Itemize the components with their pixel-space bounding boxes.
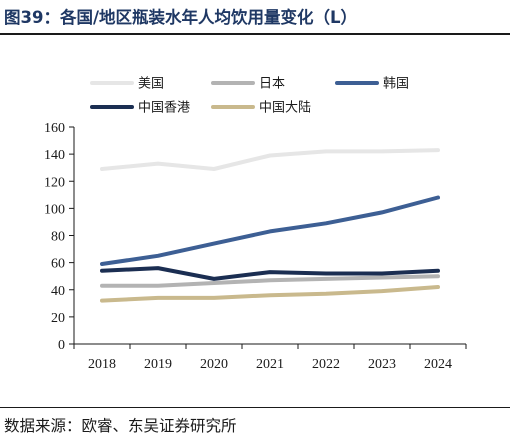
x-tick-label: 2019	[144, 357, 172, 372]
y-tick-label: 40	[51, 284, 65, 299]
x-tick-label: 2022	[312, 357, 340, 372]
y-tick-label: 80	[51, 230, 65, 245]
legend-label: 中国大陆	[259, 100, 311, 116]
source-divider	[0, 407, 510, 408]
legend-label: 美国	[138, 77, 164, 92]
legend-label: 中国香港	[138, 101, 190, 116]
y-tick-label: 140	[44, 148, 65, 163]
x-tick-label: 2018	[88, 357, 116, 372]
x-tick-label: 2020	[200, 357, 228, 372]
x-tick-label: 2021	[256, 357, 284, 372]
y-tick-label: 120	[44, 175, 65, 190]
figure-title: 图39：各国/地区瓶装水年人均饮用量变化（L）	[4, 8, 358, 27]
title-divider	[0, 33, 510, 35]
legend-label: 韩国	[383, 77, 409, 92]
series-line-5	[100, 285, 440, 303]
series-line-4	[100, 266, 440, 281]
series-line-1	[100, 148, 440, 171]
y-tick-label: 100	[44, 202, 65, 217]
y-tick-label: 160	[44, 121, 65, 136]
y-tick-label: 60	[51, 257, 65, 272]
chart-axes: 0 20 40 60 80 100 120 140 160 2018 2019 2020 2021 202…	[44, 121, 467, 372]
x-tick-label: 2024	[424, 357, 452, 372]
series-lines	[100, 148, 440, 303]
y-tick-label: 20	[51, 311, 65, 326]
y-tick-label: 0	[58, 338, 65, 353]
data-source: 数据来源：欧睿、东吴证券研究所	[4, 417, 237, 435]
legend-label: 日本	[259, 77, 285, 92]
series-line-2	[100, 274, 440, 288]
x-tick-label: 2023	[368, 357, 396, 372]
series-line-3	[100, 195, 440, 266]
